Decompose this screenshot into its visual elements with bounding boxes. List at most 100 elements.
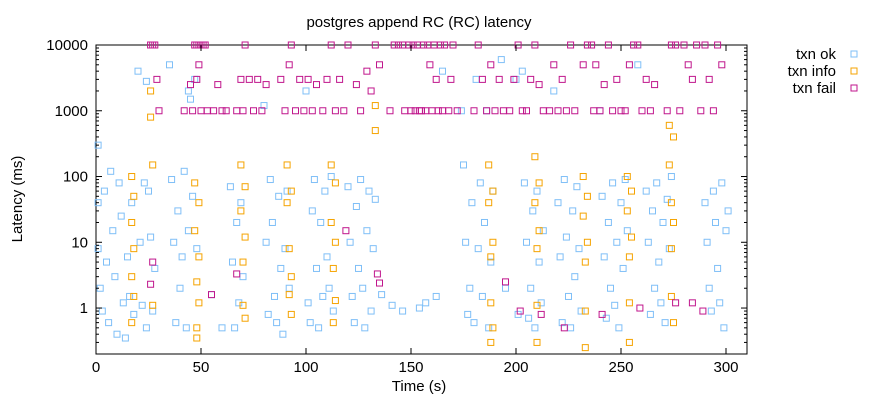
legend-marker <box>850 84 858 92</box>
data-point <box>466 284 474 292</box>
data-point <box>535 179 543 187</box>
data-point <box>197 107 205 115</box>
data-point <box>371 41 379 49</box>
data-point <box>579 61 587 69</box>
data-point <box>361 324 369 332</box>
x-axis-label: Time (s) <box>392 378 446 395</box>
data-point <box>321 187 329 195</box>
data-point <box>447 75 455 83</box>
data-point <box>667 173 675 181</box>
data-point <box>533 301 541 309</box>
data-point <box>401 107 409 115</box>
data-point <box>705 284 713 292</box>
series-txn-fail <box>147 41 726 332</box>
data-point <box>474 41 482 49</box>
data-point <box>560 176 568 184</box>
data-point <box>365 187 373 195</box>
data-point <box>432 292 440 300</box>
data-point <box>208 291 215 299</box>
data-point <box>567 324 575 332</box>
data-point <box>346 238 354 246</box>
data-point <box>195 299 203 307</box>
data-point <box>128 273 136 281</box>
data-point <box>516 307 524 315</box>
data-point <box>617 199 625 207</box>
data-point <box>273 319 281 327</box>
data-point <box>308 207 316 215</box>
data-point <box>115 179 123 187</box>
data-point <box>331 179 339 187</box>
data-point <box>390 41 398 49</box>
data-point <box>355 264 362 272</box>
data-point <box>661 319 669 327</box>
data-point <box>630 41 638 49</box>
data-point <box>483 107 491 115</box>
data-point <box>485 199 493 207</box>
data-point <box>531 153 539 161</box>
data-point <box>313 264 320 272</box>
data-point <box>376 61 383 69</box>
data-point <box>378 291 386 299</box>
data-point <box>487 338 495 346</box>
data-point <box>487 61 495 69</box>
data-point <box>254 75 262 83</box>
data-point <box>283 199 291 207</box>
data-point <box>460 161 467 169</box>
data-point <box>201 41 209 49</box>
data-point <box>130 292 138 300</box>
data-point <box>184 87 192 95</box>
data-point <box>651 284 659 292</box>
data-point <box>323 75 331 83</box>
data-point <box>111 273 119 281</box>
data-point <box>470 319 478 327</box>
data-point <box>670 133 677 141</box>
data-point <box>636 304 644 312</box>
series-txn-ok <box>94 56 732 342</box>
data-point <box>100 187 108 195</box>
data-point <box>476 179 484 187</box>
data-point <box>283 161 291 169</box>
data-point <box>583 41 591 49</box>
data-point <box>178 253 186 261</box>
data-point <box>98 307 106 315</box>
data-point <box>613 238 621 246</box>
data-point <box>439 107 446 115</box>
data-point <box>285 284 293 292</box>
data-point <box>371 102 379 110</box>
y-tick-label: 1000 <box>55 103 88 120</box>
data-point <box>600 81 608 89</box>
data-point <box>512 75 520 83</box>
data-point <box>329 307 337 315</box>
data-point <box>428 107 436 115</box>
data-point <box>147 113 155 121</box>
y-axis-ticks: 1 10 100 1000 10000 <box>46 37 747 355</box>
data-point <box>187 81 194 89</box>
data-point <box>579 212 587 220</box>
legend-label: txn fail <box>793 80 836 97</box>
data-point <box>331 297 339 305</box>
data-point <box>174 207 182 215</box>
data-point <box>523 238 530 246</box>
data-point <box>348 292 356 300</box>
data-point <box>491 107 499 115</box>
data-point <box>701 41 709 49</box>
data-point <box>103 258 110 266</box>
data-point <box>562 233 570 241</box>
data-point <box>147 280 155 288</box>
data-point <box>245 75 253 83</box>
data-point <box>121 334 129 342</box>
data-point <box>663 107 671 115</box>
data-point <box>581 307 589 315</box>
series-txn-info <box>128 87 677 352</box>
data-point <box>588 41 596 49</box>
data-point <box>642 187 650 195</box>
data-point <box>556 253 564 261</box>
data-point <box>239 273 247 281</box>
data-point <box>457 107 465 115</box>
data-point <box>520 179 528 187</box>
data-point <box>149 258 157 266</box>
data-point <box>623 207 631 215</box>
data-point <box>539 227 547 235</box>
data-point <box>310 176 318 184</box>
